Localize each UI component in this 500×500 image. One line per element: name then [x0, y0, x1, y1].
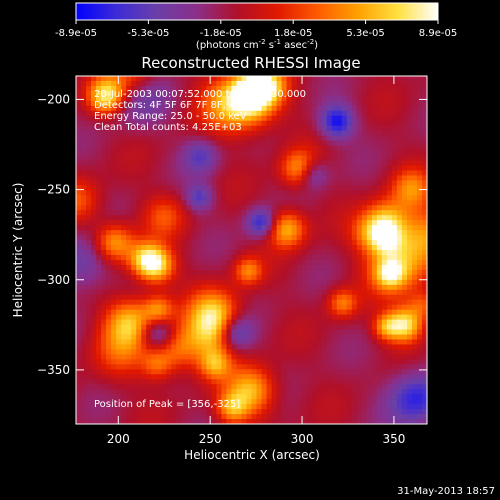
y-tick-label: −300 [37, 273, 70, 287]
x-axis-label: Heliocentric X (arcsec) [184, 448, 320, 462]
chart-title: Reconstructed RHESSI Image [141, 54, 360, 72]
x-axis: 200 250 300 350 [107, 76, 405, 446]
annotation-line: Detectors: 4F 5F 6F 7F 8F, Att 0 [94, 100, 253, 111]
colorbar-ticks: -8.9e-05 -5.3e-05 -1.8e-05 1.8e-05 5.3e-05 8.… [55, 20, 457, 39]
colorbar-tick-label: -8.9e-05 [55, 28, 97, 39]
x-tick-label: 300 [291, 432, 314, 446]
colorbar-gradient [75, 2, 439, 21]
y-tick-label: −250 [37, 183, 70, 197]
annotation-block: 20-Jul-2003 00:07:52.000 to 00:12:30.000… [94, 89, 306, 133]
plot-frame [75, 75, 428, 425]
x-tick-label: 350 [382, 432, 405, 446]
annotation-line: Energy Range: 25.0 - 50.0 keV [94, 111, 247, 122]
colorbar-tick-label: -1.8e-05 [200, 28, 242, 39]
colorbar: -8.9e-05 -5.3e-05 -1.8e-05 1.8e-05 5.3e-05 8.… [55, 2, 457, 51]
colorbar-tick-label: 5.3e-05 [346, 28, 384, 39]
annotation-line: Clean Total counts: 4.25E+03 [94, 122, 242, 133]
x-tick-label: 250 [199, 432, 222, 446]
colorbar-tick-label: 8.9e-05 [419, 28, 457, 39]
y-tick-label: −350 [37, 363, 70, 377]
colorbar-unit-label: (photons cm-2 s-1 asec-2) [196, 38, 318, 51]
colorbar-tick-label: -5.3e-05 [127, 28, 169, 39]
heatmap-image [76, 76, 427, 424]
y-tick-label: −200 [37, 92, 70, 106]
colorbar-tick-label: 1.8e-05 [274, 28, 312, 39]
y-axis-label: Heliocentric Y (arcsec) [11, 183, 25, 318]
x-tick-label: 200 [107, 432, 130, 446]
timestamp: 31-May-2013 18:57 [397, 486, 495, 497]
peak-position-label: Position of Peak = [356,-325] [94, 399, 240, 410]
annotation-line: 20-Jul-2003 00:07:52.000 to 00:12:30.000 [94, 89, 306, 100]
y-axis: −200 −250 −300 −350 [37, 92, 427, 377]
